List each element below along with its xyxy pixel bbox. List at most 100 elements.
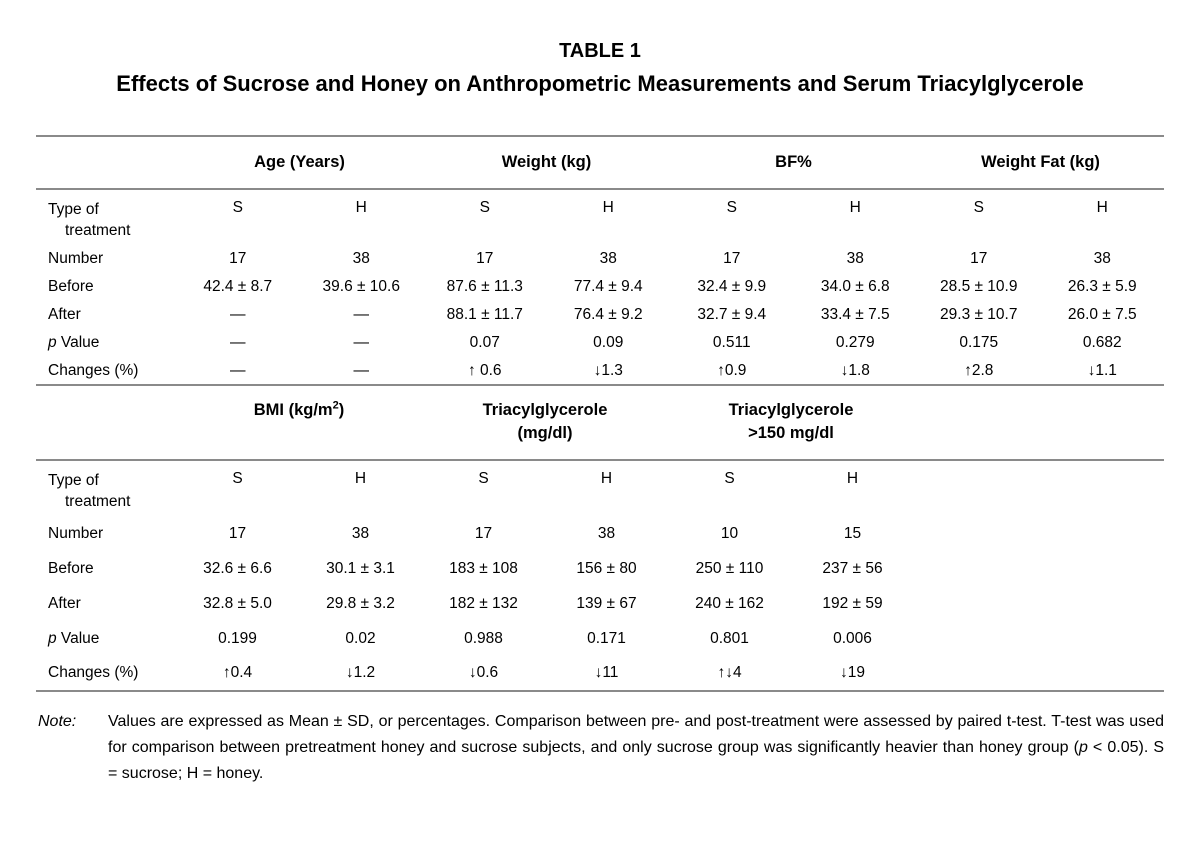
row-label: Number xyxy=(48,524,104,542)
table-cell: 17 xyxy=(474,524,493,542)
table-cell: — xyxy=(230,334,246,351)
table-cell: 32.6 ± 6.6 xyxy=(203,559,272,577)
treatment-subheader: S xyxy=(478,470,489,487)
table-row-p-value: p Value 0.199 0.02 0.988 0.171 0.801 0.0… xyxy=(36,621,1164,656)
table-cell: 0.02 xyxy=(345,629,376,647)
table-cell: 192 ± 59 xyxy=(822,594,883,612)
group-header-row: BMI (kg/m2) Triacylglycerole (mg/dl) Tri… xyxy=(36,386,1164,460)
table-row-before: Before 42.4 ± 8.7 39.6 ± 10.6 87.6 ± 11.… xyxy=(36,273,1164,301)
table-cell: 28.5 ± 10.9 xyxy=(940,278,1018,295)
table-cell: — xyxy=(353,306,370,323)
table-cell: 38 xyxy=(1093,250,1111,267)
treatment-subheader: H xyxy=(1096,199,1108,216)
title-block: TABLE 1 Effects of Sucrose and Honey on … xyxy=(0,38,1200,99)
table-cell: ↓11 xyxy=(594,664,619,681)
treatment-subheader: S xyxy=(479,199,490,216)
spacer-cell xyxy=(914,516,1164,551)
table-cell: 237 ± 56 xyxy=(822,559,883,577)
table-cell: ↑ 0.6 xyxy=(467,361,502,379)
table-cell: 0.988 xyxy=(464,629,503,647)
table-cell: ↓1.3 xyxy=(593,361,623,379)
table-cell: 240 ± 162 xyxy=(695,594,764,612)
table-cell: 17 xyxy=(723,250,741,267)
table-cell: 17 xyxy=(970,250,988,267)
bmi-triacylglycerole-table: BMI (kg/m2) Triacylglycerole (mg/dl) Tri… xyxy=(36,386,1164,692)
table-cell: 76.4 ± 9.2 xyxy=(573,306,643,323)
group-header-triacylglycerole-150: Triacylglycerole >150 mg/dl xyxy=(728,401,854,442)
treatment-subheader: H xyxy=(600,470,613,487)
table-cell: 10 xyxy=(720,524,739,542)
table-cell: 39.6 ± 10.6 xyxy=(322,278,400,295)
row-label: Changes (%) xyxy=(48,361,139,379)
table-cell: ↑0.4 xyxy=(222,664,253,681)
treatment-subheader: S xyxy=(973,199,984,216)
group-header-bf: BF% xyxy=(775,153,812,171)
table-cell: 38 xyxy=(846,250,864,267)
row-label: Number xyxy=(48,250,104,267)
table-cell: 139 ± 67 xyxy=(576,594,637,612)
table-cell: 87.6 ± 11.3 xyxy=(446,278,523,295)
treatment-subheader: S xyxy=(724,470,735,487)
table-row-number: Number 17 38 17 38 10 15 xyxy=(36,516,1164,551)
table-cell: 32.8 ± 5.0 xyxy=(203,594,272,612)
table-cell: 26.3 ± 5.9 xyxy=(1067,278,1137,295)
table-cell: 0.279 xyxy=(835,334,875,351)
row-label: p Value xyxy=(48,334,100,351)
note-label: Note: xyxy=(38,713,77,730)
spacer-cell xyxy=(914,460,1164,516)
table-cell: 29.8 ± 3.2 xyxy=(326,594,395,612)
row-label: Before xyxy=(48,278,94,295)
table-number: TABLE 1 xyxy=(559,40,641,62)
table-cell: 29.3 ± 10.7 xyxy=(940,306,1018,323)
table-cell: 183 ± 108 xyxy=(449,559,518,577)
table-cell: 250 ± 110 xyxy=(695,559,764,577)
table-cell: 38 xyxy=(352,250,370,267)
table-note: Note: Values are expressed as Mean ± SD,… xyxy=(0,709,1200,787)
table-cell: ↓0.6 xyxy=(468,664,499,681)
table-cell: 32.4 ± 9.9 xyxy=(697,278,767,295)
stub-spacer xyxy=(36,386,176,460)
group-header-weight-fat: Weight Fat (kg) xyxy=(981,153,1100,171)
table-cell: ↓1.2 xyxy=(345,664,376,681)
table-row-p-value: p Value — — 0.07 0.09 0.511 0.279 0.175 … xyxy=(36,329,1164,357)
spacer-cell xyxy=(914,551,1164,586)
table-row-changes: Changes (%) — — ↑ 0.6 ↓1.3 ↑0.9 ↓1.8 ↑2.… xyxy=(36,357,1164,385)
table-cell: 17 xyxy=(229,250,247,267)
table-cell: 17 xyxy=(228,524,247,542)
row-label: Changes (%) xyxy=(48,664,139,681)
table-cell: ↓19 xyxy=(840,664,865,681)
group-header-weight: Weight (kg) xyxy=(501,153,592,171)
stub-spacer xyxy=(36,136,176,189)
row-label: Before xyxy=(48,559,94,577)
treatment-subheader: H xyxy=(355,199,367,216)
spacer-cell xyxy=(914,656,1164,691)
table-cell: 0.171 xyxy=(587,629,626,647)
table-cell: 0.682 xyxy=(1082,334,1122,351)
table-cell: ↑↓4 xyxy=(717,664,742,681)
table-cell: 15 xyxy=(843,524,862,542)
table-cell: 38 xyxy=(351,524,370,542)
table-cell: 33.4 ± 7.5 xyxy=(820,306,890,323)
spacer-cell xyxy=(914,621,1164,656)
table-cell: 17 xyxy=(476,250,494,267)
table-cell: 0.199 xyxy=(218,629,257,647)
table-cell: — xyxy=(230,361,246,379)
table-cell: 0.006 xyxy=(833,629,872,647)
row-label-type-of-treatment: Type of treatment xyxy=(48,201,131,239)
table-cell: 0.175 xyxy=(959,334,999,351)
spacer-column xyxy=(914,386,1164,460)
treatment-subheader: S xyxy=(232,199,243,216)
table-cell: 77.4 ± 9.4 xyxy=(573,278,643,295)
table-cell: — xyxy=(353,334,370,351)
table-area: Age (Years) Weight (kg) BF% Weight Fat (… xyxy=(0,135,1200,692)
table-cell: 0.07 xyxy=(469,334,500,351)
table-cell: 88.1 ± 11.7 xyxy=(446,306,523,323)
table-cell: ↑2.8 xyxy=(964,361,994,379)
treatment-subheader: H xyxy=(846,470,859,487)
table-cell: 26.0 ± 7.5 xyxy=(1067,306,1137,323)
table-row-number: Number 17 38 17 38 17 38 17 38 xyxy=(36,245,1164,273)
treatment-subheader: H xyxy=(602,199,614,216)
table-cell: ↓1.8 xyxy=(840,361,870,379)
treatment-subheader-row: Type of treatment S H S H S H xyxy=(36,460,1164,516)
group-header-triacylglycerole: Triacylglycerole (mg/dl) xyxy=(482,401,608,442)
